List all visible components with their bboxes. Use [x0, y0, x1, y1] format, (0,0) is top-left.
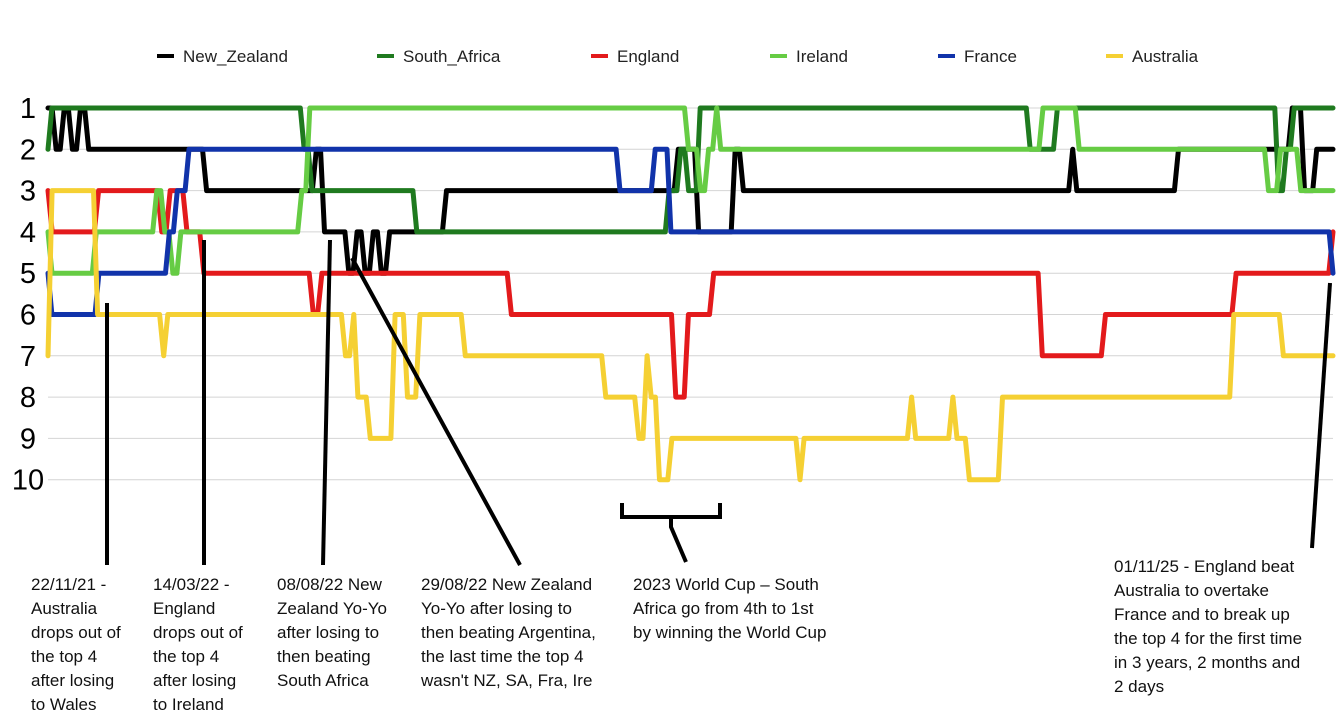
y-tick-label: 9: [20, 423, 36, 455]
annotation-nz-yoyo-sa: 08/08/22 New Zealand Yo-Yo after losing …: [277, 575, 387, 690]
series-lines: [45, 105, 1336, 483]
y-tick-label: 5: [20, 258, 36, 290]
annotation-world-cup: 2023 World Cup – South Africa go from 4t…: [633, 575, 827, 642]
y-tick-label: 4: [20, 217, 36, 249]
legend-label: South_Africa: [403, 47, 501, 66]
legend-label: New_Zealand: [183, 47, 288, 66]
y-tick-label: 8: [20, 382, 36, 414]
pointer-line-england-overtake: [1310, 282, 1332, 549]
y-tick-label: 7: [20, 341, 36, 373]
legend-label: Ireland: [796, 47, 848, 66]
annotation-england-overtake: 01/11/25 - England beat Australia to ove…: [1114, 557, 1303, 696]
series-line-ireland: [45, 105, 1336, 276]
y-tick-label: 2: [20, 134, 36, 166]
series-line-south-africa: [45, 105, 1336, 235]
annotation-england-drops-out: 14/03/22 - England drops out of the top …: [153, 575, 243, 714]
series-line-australia: [45, 188, 1336, 483]
y-axis-ticks: 1 2 3 4 5 6 7 8 9 10: [12, 93, 44, 497]
legend-label: England: [617, 47, 679, 66]
pointer-line-nz-yoyo-2: [350, 257, 522, 566]
series-line-england: [45, 188, 1336, 400]
y-tick-label: 10: [12, 465, 44, 497]
legend-label: France: [964, 47, 1017, 66]
legend: New_Zealand South_Africa England Ireland Fra…: [157, 47, 1199, 66]
y-tick-label: 6: [20, 300, 36, 332]
annotation-nz-yoyo-argentina: 29/08/22 New Zealand Yo-Yo after losing …: [421, 575, 596, 690]
gridlines: [48, 107, 1333, 481]
world-cup-bracket: [620, 503, 722, 563]
y-tick-label: 3: [20, 176, 36, 208]
y-tick-label: 1: [20, 93, 36, 125]
pointer-line-nz-yoyo-1: [321, 239, 332, 566]
series-line-france: [45, 146, 1336, 317]
annotation-pointers: [105, 239, 1332, 566]
legend-label: Australia: [1132, 47, 1199, 66]
annotation-australia-drops-out: 22/11/21 - Australia drops out of the to…: [31, 575, 121, 714]
